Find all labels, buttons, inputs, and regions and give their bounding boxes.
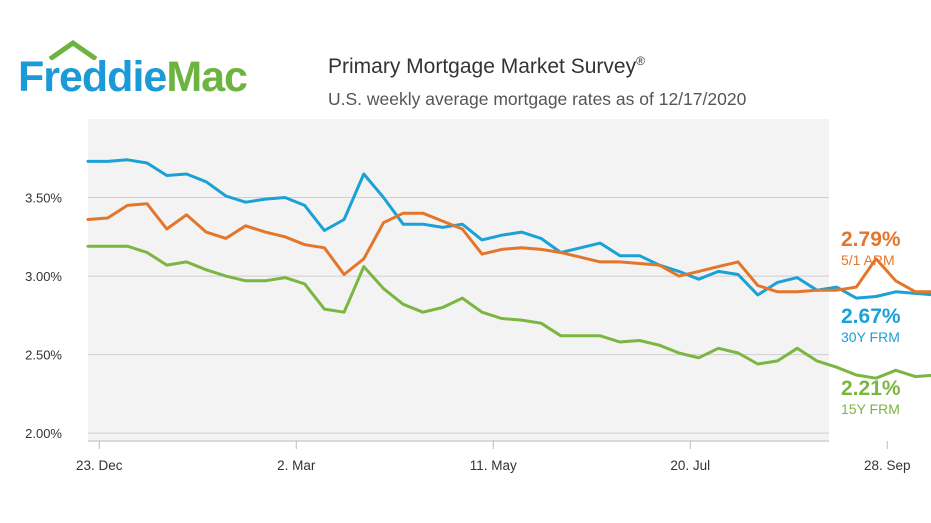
chart-title: Primary Mortgage Market Survey® — [328, 54, 645, 79]
chart-title-text: Primary Mortgage Market Survey — [328, 55, 637, 78]
series-line-5-1-arm — [86, 202, 931, 294]
series-name: 5/1 ARM — [841, 252, 895, 268]
x-tick-label: 2. Mar — [277, 458, 316, 473]
series-end-label: 2.67% 30Y FRM — [841, 305, 901, 345]
series-end-value: 2.67% — [841, 305, 901, 328]
plot-area — [88, 119, 829, 441]
logo-freddie-text: Freddie — [18, 53, 167, 101]
series-name: 30Y FRM — [841, 329, 900, 345]
freddie-mac-logo: FreddieMac — [18, 40, 308, 112]
series-line-30y-frm — [86, 158, 931, 300]
series-end-label: 2.21% 15Y FRM — [841, 377, 901, 417]
chart-subtitle: U.S. weekly average mortgage rates as of… — [328, 89, 747, 109]
logo-mac-text: Mac — [166, 53, 248, 101]
logo-wordmark: FreddieMac — [18, 53, 248, 101]
y-tick-label: 2.50% — [25, 348, 62, 363]
y-tick-label: 3.00% — [25, 269, 62, 284]
series-name: 15Y FRM — [841, 401, 900, 417]
series-line-15y-frm — [86, 244, 931, 380]
x-tick-label: 11. May — [470, 458, 517, 473]
series-end-value: 2.79% — [841, 228, 901, 251]
y-tick-label: 3.50% — [25, 191, 62, 206]
house-roof-icon — [48, 40, 98, 60]
registered-mark: ® — [636, 54, 645, 68]
series-end-label: 2.79% 5/1 ARM — [841, 228, 901, 268]
y-tick-label: 2.00% — [25, 426, 62, 441]
x-tick-label: 23. Dec — [76, 458, 123, 473]
x-tick-label: 20. Jul — [670, 458, 710, 473]
x-tick-label: 28. Sep — [864, 458, 911, 473]
series-end-value: 2.21% — [841, 377, 901, 400]
